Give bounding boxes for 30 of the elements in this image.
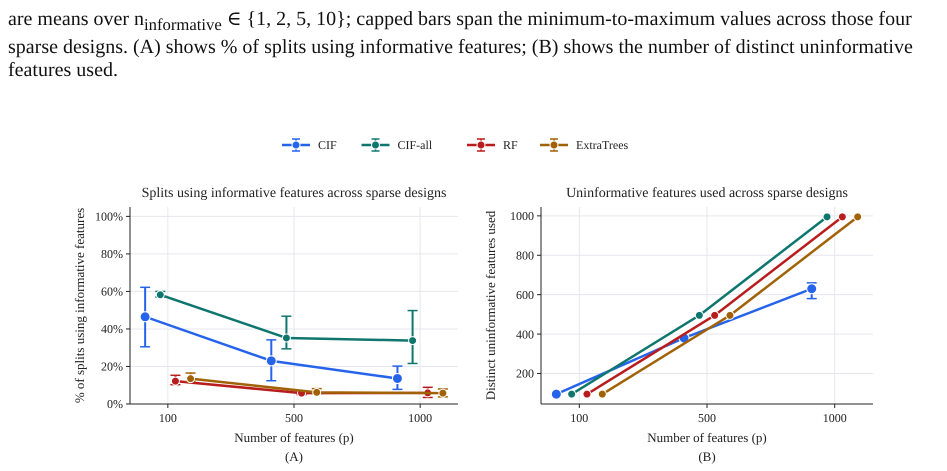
x-tick-label: 1000: [822, 411, 847, 425]
y-tick-label: 200: [516, 366, 534, 381]
y-axis-title: Distinct uninformative features used: [483, 210, 498, 400]
x-axis-title: Number of features (p): [647, 430, 767, 445]
y-tick-label: 40%: [101, 322, 123, 336]
x-axis-title: Number of features (p): [234, 430, 354, 445]
legend-label: ExtraTrees: [576, 138, 629, 152]
text: (B): [698, 449, 716, 464]
y-tick-label: 20%: [101, 360, 123, 374]
legend-label: RF: [503, 138, 518, 152]
x-tick-label: 1000: [408, 411, 432, 425]
y-axis-title: % of splits using informative features: [72, 208, 87, 404]
x-tick-label: 100: [570, 411, 588, 425]
x-tick-label: 500: [285, 411, 303, 425]
text: (A): [284, 449, 304, 464]
y-tick-label: 800: [516, 248, 534, 262]
x-tick-label: 100: [158, 411, 177, 425]
text: are means over n$_{informative}$ ∈ {1, 2, 5, 10}; capped bars span the minimum-to-maximum values across those four sparse designs. (A) shows % of splits using informative features; (B) shows the number of distinct uninformative features used.: [8, 8, 914, 81]
y-tick-label: 0%: [107, 397, 123, 412]
chart-title: Uninformative features used across sparse designs: [566, 186, 848, 201]
y-tick-label: 80%: [101, 247, 123, 262]
chart-title: Splits using informative features across sparse designs: [142, 186, 446, 201]
legend-label: CIF: [318, 138, 337, 152]
y-tick-label: 400: [516, 327, 534, 342]
x-tick-label: 500: [698, 411, 716, 425]
y-tick-label: 60%: [101, 284, 123, 299]
legend-label: CIF-all: [398, 138, 433, 152]
y-tick-label: 600: [516, 288, 534, 302]
y-tick-label: 100%: [95, 210, 123, 224]
y-tick-label: 1000: [510, 209, 534, 224]
